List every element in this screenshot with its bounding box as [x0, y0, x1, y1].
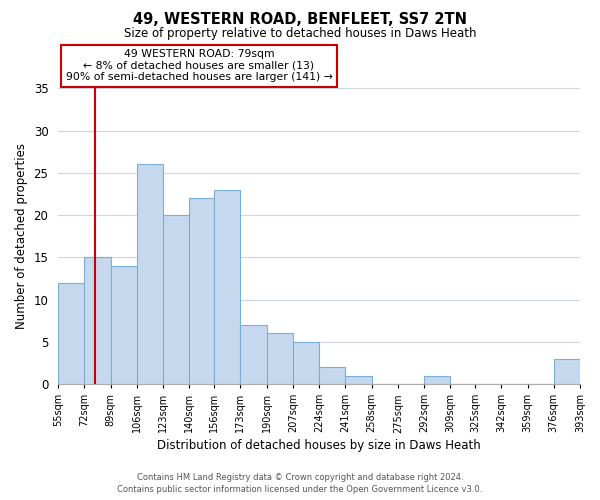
Bar — [85, 258, 110, 384]
Bar — [163, 215, 190, 384]
X-axis label: Distribution of detached houses by size in Daws Heath: Distribution of detached houses by size … — [157, 440, 481, 452]
Text: 49 WESTERN ROAD: 79sqm
← 8% of detached houses are smaller (13)
90% of semi-deta: 49 WESTERN ROAD: 79sqm ← 8% of detached … — [65, 50, 332, 82]
Bar — [554, 358, 580, 384]
Text: 49, WESTERN ROAD, BENFLEET, SS7 2TN: 49, WESTERN ROAD, BENFLEET, SS7 2TN — [133, 12, 467, 28]
Bar — [58, 282, 85, 384]
Bar — [110, 266, 137, 384]
Text: Contains HM Land Registry data © Crown copyright and database right 2024.
Contai: Contains HM Land Registry data © Crown c… — [118, 472, 482, 494]
Bar — [319, 367, 346, 384]
Bar — [346, 376, 371, 384]
Bar — [266, 334, 293, 384]
Bar — [214, 190, 241, 384]
Bar — [293, 342, 319, 384]
Bar — [190, 198, 214, 384]
Bar — [424, 376, 451, 384]
Y-axis label: Number of detached properties: Number of detached properties — [15, 143, 28, 329]
Bar — [137, 164, 163, 384]
Text: Size of property relative to detached houses in Daws Heath: Size of property relative to detached ho… — [124, 28, 476, 40]
Bar — [241, 325, 266, 384]
